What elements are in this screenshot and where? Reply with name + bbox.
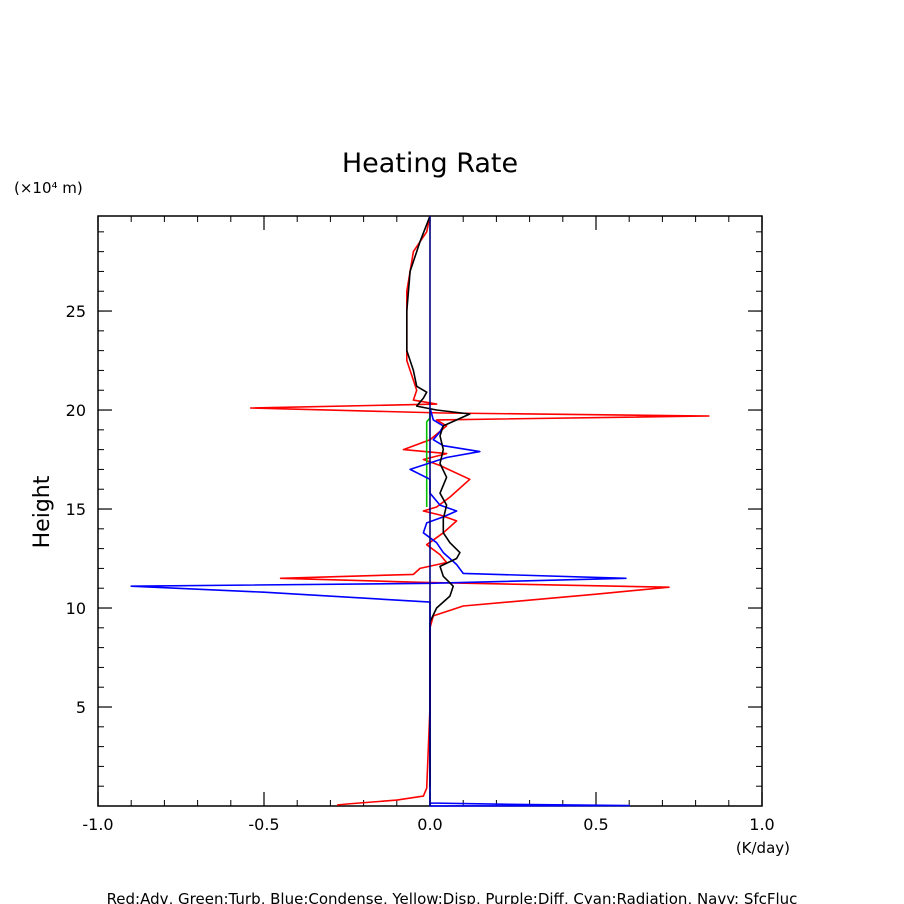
y-tick-labels: 5 10 15 20 25	[66, 302, 86, 717]
series-lines	[130, 215, 710, 807]
y-tick-label: 15	[66, 500, 86, 519]
y-axis-label: Height	[30, 475, 55, 548]
x-tick-label: 0.0	[417, 815, 442, 834]
y-tick-label: 5	[76, 698, 86, 717]
x-tick-label: 1.0	[749, 815, 774, 834]
series-adv-line	[249, 215, 710, 806]
x-unit-label: (K/day)	[736, 839, 790, 857]
y-tick-label: 10	[66, 599, 86, 618]
major-ticks	[97, 216, 763, 806]
y-unit-label: (×10⁴ m)	[14, 179, 83, 197]
x-tick-label: -0.5	[248, 815, 279, 834]
series-net-line	[405, 215, 471, 787]
y-tick-label: 25	[66, 302, 86, 321]
x-tick-labels: -1.0 -0.5 0.0 0.5 1.0	[82, 815, 774, 834]
legend-caption: Red:Adv, Green:Turb, Blue:Condense, Yell…	[107, 890, 798, 904]
series-condense-line	[130, 407, 631, 807]
x-tick-label: -1.0	[82, 815, 113, 834]
chart-title: Heating Rate	[342, 148, 518, 179]
y-tick-label: 20	[66, 401, 86, 420]
x-tick-label: 0.5	[583, 815, 608, 834]
